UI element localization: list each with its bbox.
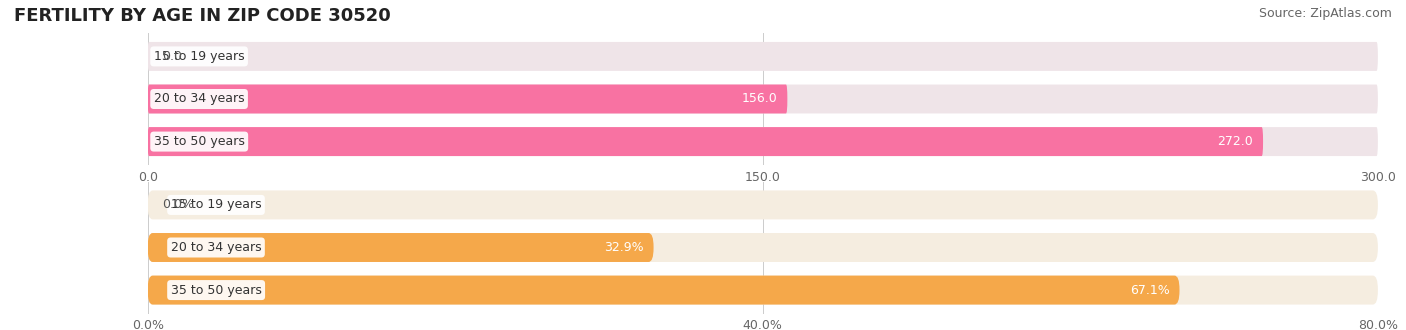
Text: 272.0: 272.0 <box>1218 135 1253 148</box>
FancyBboxPatch shape <box>148 190 1378 219</box>
Text: 32.9%: 32.9% <box>605 241 644 254</box>
Text: 15 to 19 years: 15 to 19 years <box>153 50 245 63</box>
FancyBboxPatch shape <box>148 233 654 262</box>
Text: 20 to 34 years: 20 to 34 years <box>153 92 245 106</box>
Text: 35 to 50 years: 35 to 50 years <box>170 283 262 297</box>
FancyBboxPatch shape <box>148 84 787 114</box>
FancyBboxPatch shape <box>148 276 1180 305</box>
Text: 20 to 34 years: 20 to 34 years <box>170 241 262 254</box>
Text: 15 to 19 years: 15 to 19 years <box>170 198 262 212</box>
Text: 67.1%: 67.1% <box>1130 283 1170 297</box>
FancyBboxPatch shape <box>148 276 1378 305</box>
Text: 0.0: 0.0 <box>163 50 183 63</box>
Text: 35 to 50 years: 35 to 50 years <box>153 135 245 148</box>
FancyBboxPatch shape <box>148 233 1378 262</box>
FancyBboxPatch shape <box>148 127 1263 156</box>
Text: FERTILITY BY AGE IN ZIP CODE 30520: FERTILITY BY AGE IN ZIP CODE 30520 <box>14 7 391 25</box>
Text: 0.0%: 0.0% <box>163 198 194 212</box>
Text: Source: ZipAtlas.com: Source: ZipAtlas.com <box>1258 7 1392 19</box>
FancyBboxPatch shape <box>148 42 1378 71</box>
Text: 156.0: 156.0 <box>742 92 778 106</box>
FancyBboxPatch shape <box>148 84 1378 114</box>
FancyBboxPatch shape <box>148 127 1378 156</box>
